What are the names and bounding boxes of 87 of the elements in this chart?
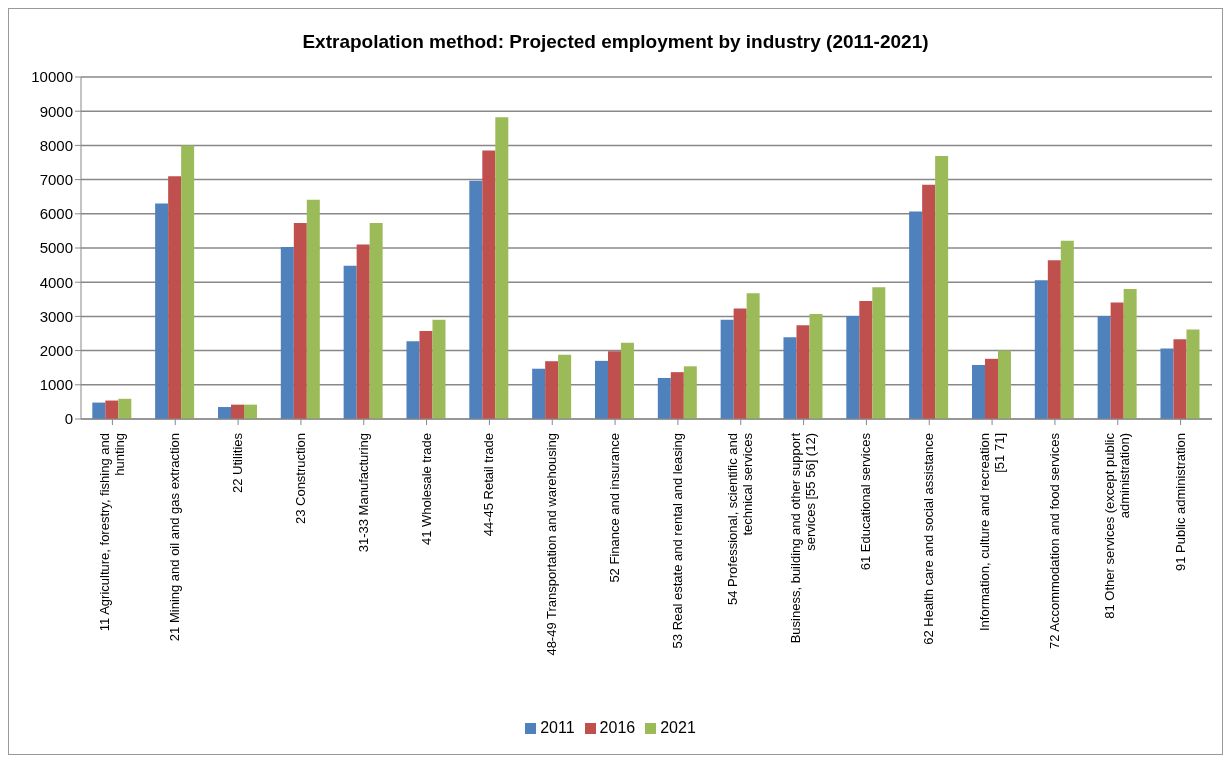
bar (657, 377, 671, 419)
bar (746, 293, 760, 419)
bar (670, 372, 684, 419)
bar (293, 223, 307, 419)
x-tick-label: 54 Professional, scientific and technical services (725, 432, 756, 605)
x-tick-label: Information, culture and recreation [51 71] (976, 433, 1007, 631)
y-tick-label: 5000 (39, 239, 73, 257)
bar (306, 199, 320, 419)
bar (482, 150, 496, 419)
bar (984, 358, 998, 419)
bar (1160, 348, 1174, 419)
bar (809, 314, 823, 419)
bar (1034, 280, 1048, 419)
bar (935, 156, 949, 419)
bar (419, 331, 433, 419)
bar (92, 402, 106, 419)
x-tick-label: 72 Accommodation and food services (1046, 432, 1062, 650)
legend-label: 2011 (540, 719, 575, 736)
y-tick-label: 3000 (39, 307, 73, 325)
x-tick-label: 22 Utilities (230, 432, 246, 493)
x-tick-label: 81 Other services (except public administration) (1102, 432, 1133, 619)
bar (997, 350, 1011, 419)
bar (168, 176, 182, 419)
bar (1186, 329, 1200, 419)
x-tick-label: 52 Finance and insurance (607, 433, 623, 583)
x-tick-label: Business, building and other support services [55 56] (12) (788, 432, 819, 644)
x-tick-label: 62 Health care and social assistance (921, 433, 937, 645)
bar (859, 301, 873, 419)
x-tick-label: 21 Mining and oil and gas extraction (167, 433, 183, 642)
bar (432, 319, 446, 419)
legend-label: 2016 (599, 719, 636, 736)
x-tick-label: 41 Wholesale trade (418, 433, 434, 546)
bar (105, 400, 119, 419)
y-tick-label: 9000 (39, 102, 73, 120)
bar (532, 368, 546, 419)
y-tick-label: 1000 (39, 376, 73, 394)
x-tick-label: 23 Construction (292, 433, 308, 525)
bar (155, 203, 169, 419)
bar (683, 366, 697, 419)
x-tick-label: 48-49 Transportation and warehousing (544, 433, 560, 656)
y-tick-label: 10000 (31, 68, 73, 86)
bar (620, 342, 634, 419)
bar (545, 361, 559, 419)
x-tick-label: 31-33 Manufacturing (355, 433, 371, 553)
bar (594, 360, 608, 419)
bar (280, 246, 294, 419)
bar (495, 117, 509, 419)
bar (909, 211, 923, 419)
x-tick-label: 53 Real estate and rental and leasing (669, 433, 685, 649)
bar (1097, 316, 1111, 419)
bar (469, 180, 483, 419)
y-tick-label: 6000 (39, 205, 73, 223)
y-tick-label: 0 (64, 410, 73, 428)
bar (783, 337, 797, 419)
bar (406, 341, 420, 419)
bar (369, 223, 383, 419)
y-tick-label: 8000 (39, 136, 73, 154)
x-tick-label: 61 Educational services (858, 432, 874, 571)
bar (1060, 240, 1074, 419)
bar (733, 308, 747, 419)
bar (607, 351, 621, 419)
bar (971, 364, 985, 419)
bar (1110, 302, 1124, 419)
bar (1123, 289, 1137, 419)
x-tick-label: 11 Agriculture, forestry, fishing and hunting (96, 433, 127, 632)
bar (356, 244, 370, 419)
bar (872, 287, 886, 419)
y-tick-label: 2000 (39, 341, 73, 359)
bar (181, 145, 195, 419)
bar (243, 404, 257, 419)
bar (720, 319, 734, 419)
bar (846, 316, 860, 419)
bar (230, 404, 244, 419)
bar (1173, 339, 1187, 419)
bar (558, 354, 572, 419)
chart-title: Extrapolation method: Projected employment by industry (2011-2021) (301, 31, 930, 54)
bar (1047, 260, 1061, 419)
bar (118, 398, 132, 419)
bar (217, 407, 231, 419)
x-tick-label: 44-45 Retail trade (481, 433, 497, 537)
legend-label: 2021 (660, 719, 696, 736)
y-tick-label: 4000 (39, 273, 73, 291)
bar (796, 325, 810, 419)
y-tick-label: 7000 (39, 170, 73, 188)
x-tick-label: 91 Public administration (1172, 433, 1188, 572)
bar (922, 184, 936, 419)
bar (343, 265, 357, 419)
